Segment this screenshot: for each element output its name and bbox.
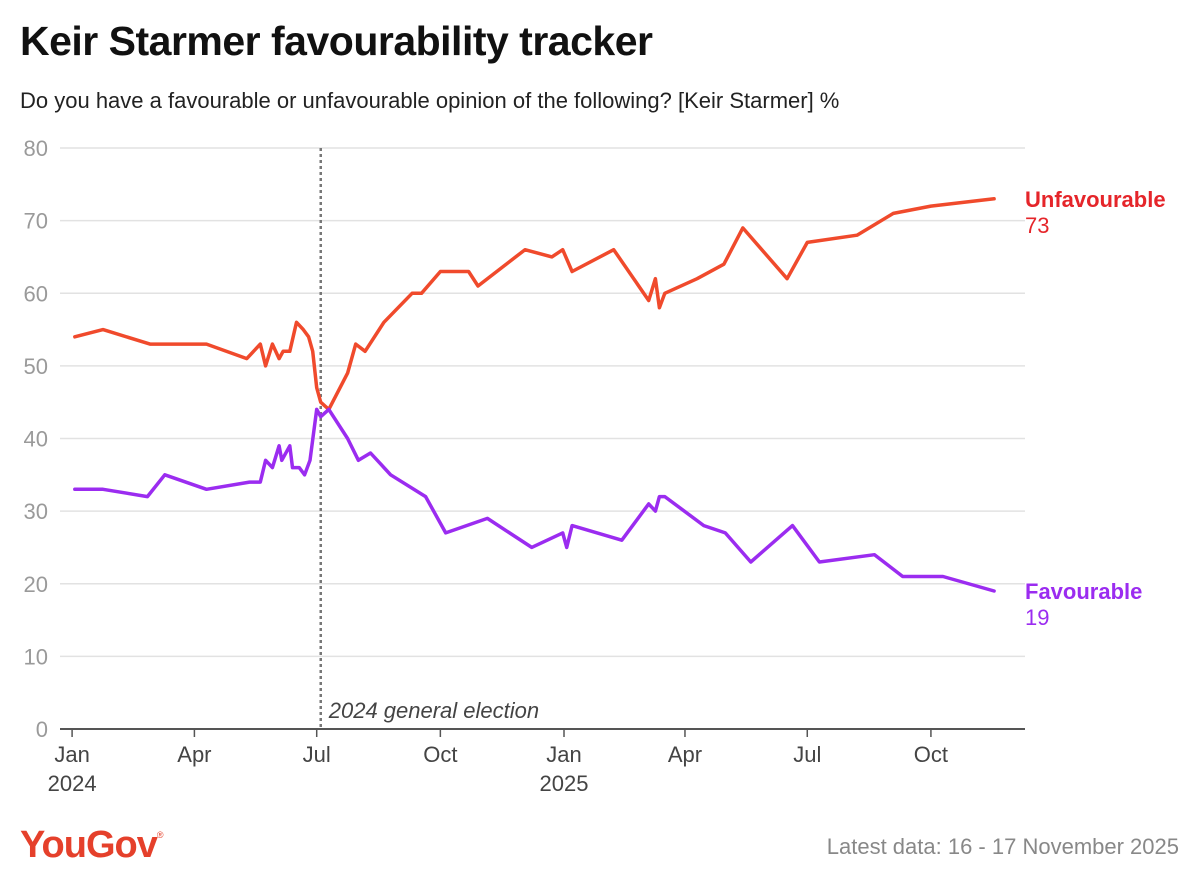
x-tick-label-4: Jan xyxy=(546,742,581,767)
x-tick-year-0: 2024 xyxy=(48,771,97,796)
y-tick-label-10: 10 xyxy=(24,644,48,669)
y-tick-label-70: 70 xyxy=(24,209,48,234)
unfavourable-legend-label: Unfavourable xyxy=(1025,187,1166,212)
yougov-logo: YouGov® xyxy=(20,824,163,867)
latest-data-note: Latest data: 16 - 17 November 2025 xyxy=(826,834,1179,859)
favourable-series-line xyxy=(73,407,996,593)
y-tick-label-0: 0 xyxy=(36,717,48,742)
brand-name: YouGov xyxy=(20,824,158,866)
brand-mark: ® xyxy=(156,830,164,840)
favourable-legend-label: Favourable xyxy=(1025,579,1142,604)
x-tick-year-4: 2025 xyxy=(540,771,589,796)
x-tick-label-7: Oct xyxy=(914,742,948,767)
favourable-end-value: 19 xyxy=(1025,605,1049,630)
chart-title: Keir Starmer favourability tracker xyxy=(20,18,653,64)
unfavourable-end-value: 73 xyxy=(1025,213,1049,238)
x-tick-label-2: Jul xyxy=(303,742,331,767)
x-tick-label-0: Jan xyxy=(54,742,89,767)
y-tick-label-80: 80 xyxy=(24,136,48,161)
y-tick-label-30: 30 xyxy=(24,499,48,524)
x-tick-label-6: Jul xyxy=(793,742,821,767)
x-tick-label-3: Oct xyxy=(423,742,457,767)
y-tick-label-60: 60 xyxy=(24,281,48,306)
y-tick-label-50: 50 xyxy=(24,354,48,379)
election-marker-label: 2024 general election xyxy=(328,698,539,723)
chart-subtitle: Do you have a favourable or unfavourable… xyxy=(20,88,840,113)
x-tick-label-1: Apr xyxy=(177,742,211,767)
unfavourable-series-line xyxy=(73,197,996,412)
y-tick-label-40: 40 xyxy=(24,427,48,452)
x-tick-label-5: Apr xyxy=(668,742,702,767)
y-tick-label-20: 20 xyxy=(24,572,48,597)
